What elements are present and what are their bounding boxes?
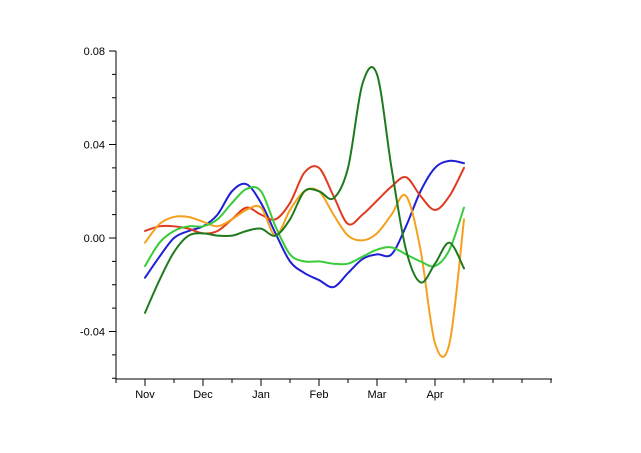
x-tick-label: Jan [252, 389, 270, 401]
y-tick-label: 0.04 [84, 140, 105, 152]
axes [109, 50, 552, 386]
series-group [144, 66, 465, 358]
x-tick-label: Mar [368, 389, 387, 401]
x-tick-label: Dec [193, 389, 213, 401]
y-tick-label: 0.00 [84, 233, 105, 245]
series-line-5 [144, 66, 465, 314]
series-line-1 [144, 159, 465, 289]
y-tick-label: -0.04 [80, 327, 105, 339]
series-line-4 [144, 186, 465, 268]
tick-labels: 0.08 0.04 0.00 -0.04 Nov Dec Jan Feb Mar Apr [80, 46, 444, 401]
x-tick-label: Apr [426, 389, 443, 401]
y-tick-label: 0.08 [84, 46, 105, 58]
x-tick-label: Nov [135, 389, 155, 401]
x-tick-label: Feb [310, 389, 329, 401]
